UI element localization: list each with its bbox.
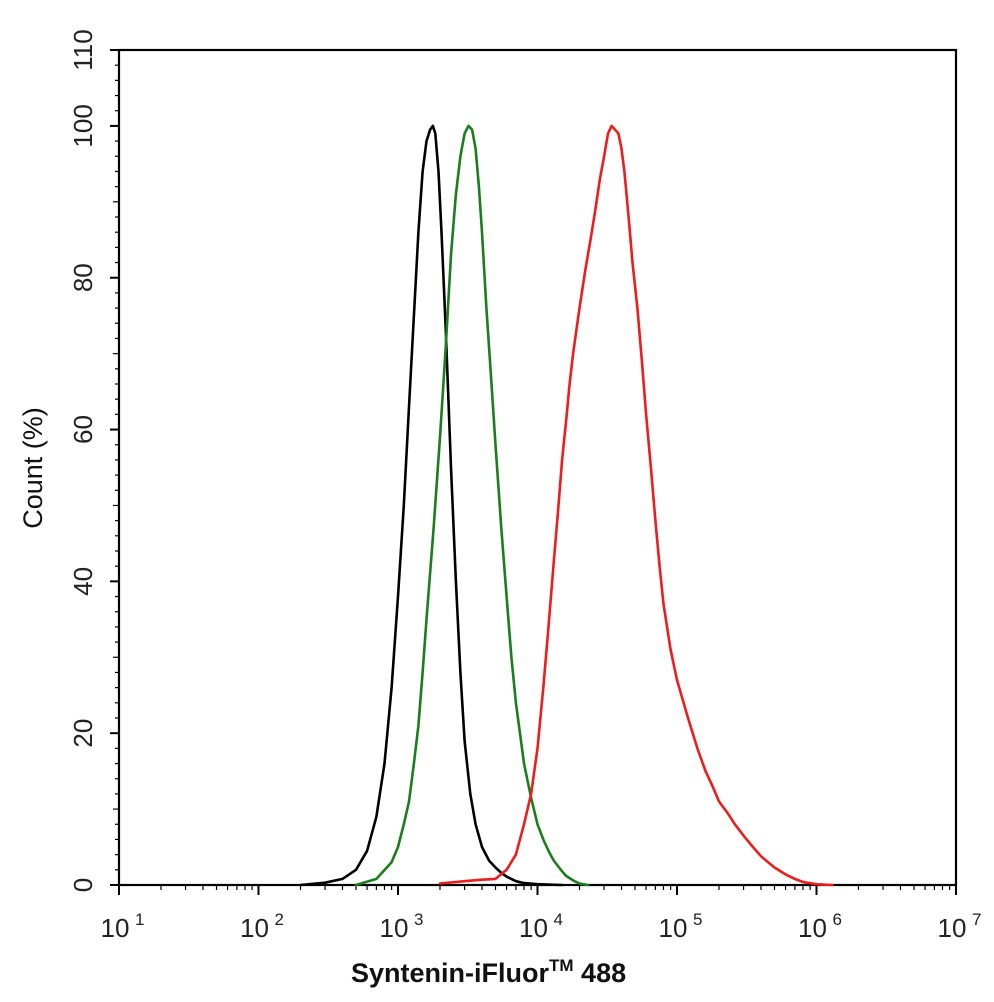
x-tick-label: 10: [101, 913, 130, 943]
y-axis-title: Count (%): [18, 407, 48, 529]
x-tick-exponent: 3: [414, 910, 423, 929]
histogram-series-1: [299, 124, 564, 887]
plot-frame: [117, 48, 958, 887]
x-axis-title-sup: TM: [549, 956, 574, 975]
y-tick-label: 60: [68, 415, 98, 444]
x-tick-label: 10: [380, 913, 409, 943]
x-tick-exponent: 4: [554, 910, 563, 929]
x-tick-label: 10: [519, 913, 548, 943]
x-axis-ticks: 10 1 10 2 10 3 10 4 10 5 10 6 10 7: [101, 885, 981, 943]
y-tick-label: 40: [68, 567, 98, 596]
series-layer: [299, 124, 834, 887]
x-tick-exponent: 6: [833, 910, 842, 929]
x-tick-exponent: 5: [693, 910, 702, 929]
y-tick-label: 100: [68, 104, 98, 147]
x-axis-title-main: Syntenin-iFluor: [351, 958, 549, 988]
histogram-series-2: [354, 124, 590, 887]
y-tick-label: 0: [68, 878, 98, 892]
y-axis-ticks: 0 20 40 60 80 100 110: [68, 29, 119, 892]
x-tick-label: 10: [798, 913, 827, 943]
x-axis-title-tail: 488: [574, 958, 627, 988]
x-tick-label: 10: [659, 913, 688, 943]
y-tick-label: 20: [68, 719, 98, 748]
x-tick-exponent: 1: [135, 910, 144, 929]
x-axis-title: Syntenin-iFluorTM 488: [351, 956, 626, 988]
x-tick-label: 10: [240, 913, 269, 943]
x-tick-label: 10: [938, 913, 967, 943]
y-tick-label: 110: [68, 29, 98, 70]
x-tick-exponent: 2: [275, 910, 284, 929]
x-tick-exponent: 7: [972, 910, 981, 929]
histogram-series-3: [438, 124, 834, 887]
y-tick-label: 80: [68, 263, 98, 292]
